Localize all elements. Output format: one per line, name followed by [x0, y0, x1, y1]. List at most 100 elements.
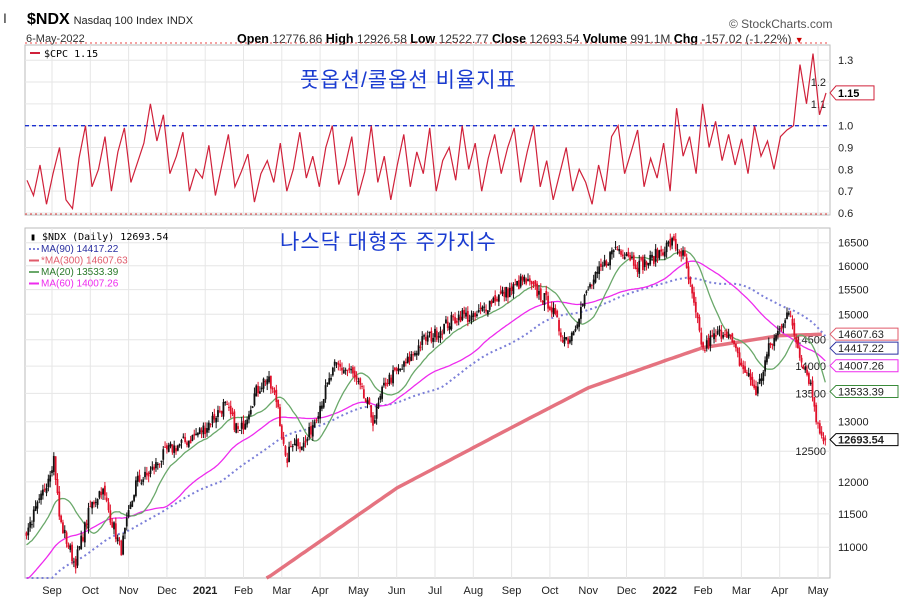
price-bar — [797, 339, 799, 349]
high-value: 12926.58 — [356, 32, 407, 46]
price-bar — [589, 284, 591, 288]
price-bar — [804, 368, 807, 371]
price-bar — [410, 354, 413, 361]
price-bar — [465, 312, 467, 317]
price-bar — [384, 382, 387, 386]
price-bar — [696, 313, 699, 319]
price-bar — [547, 295, 549, 309]
price-bar — [780, 326, 783, 330]
price-bar — [169, 443, 172, 447]
price-bar — [607, 264, 610, 266]
price-bar — [43, 489, 46, 491]
close-value-tag — [829, 433, 899, 447]
price-bar — [277, 399, 280, 408]
price-bar — [116, 537, 119, 542]
price-bar — [82, 537, 84, 542]
price-bar — [620, 250, 622, 255]
price-bar — [689, 277, 692, 284]
price-bar — [41, 489, 44, 496]
price-bar — [313, 421, 316, 427]
price-bar — [541, 300, 544, 303]
price-bar — [567, 338, 570, 344]
legend-ma90: MA(90) 14417.22 — [41, 244, 119, 255]
symbol: $NDX — [27, 11, 70, 28]
price-bar — [357, 380, 360, 382]
price-bar — [197, 433, 199, 436]
price-bar — [257, 385, 259, 394]
price-bar — [490, 301, 493, 305]
price-bar — [136, 475, 139, 482]
price-bar — [603, 259, 606, 266]
price-bar — [218, 410, 221, 412]
price-bar — [517, 280, 520, 289]
price-bar — [596, 271, 599, 274]
stockcharts-brand: © StockCharts.com — [729, 17, 833, 31]
price-bar — [248, 414, 250, 420]
price-bar — [96, 499, 99, 505]
price-bar — [452, 316, 455, 318]
price-bar — [69, 545, 72, 550]
price-bar — [297, 438, 300, 447]
price-bar — [155, 462, 157, 469]
price-bar — [605, 261, 608, 266]
price-bar — [508, 288, 511, 298]
price-bar — [736, 347, 739, 354]
price-bar — [202, 425, 205, 435]
price-bar — [651, 254, 653, 258]
price-bar — [142, 479, 145, 483]
price-bar — [109, 510, 112, 523]
price-bar — [663, 251, 666, 257]
price-bar — [45, 487, 48, 494]
price-bar — [674, 238, 677, 250]
price-bar — [71, 544, 73, 562]
price-bar — [621, 254, 624, 257]
price-bar — [395, 368, 398, 371]
price-bar — [134, 480, 137, 496]
price-bar — [49, 475, 52, 482]
price-bar — [764, 360, 767, 372]
price-bar — [217, 410, 219, 418]
price-bar — [789, 315, 792, 317]
price-bar — [806, 369, 808, 375]
price-bar — [709, 335, 712, 346]
cpc-value-label: 1.15 — [838, 88, 859, 100]
price-bar — [720, 330, 723, 339]
price-bar — [590, 285, 593, 287]
price-bar — [60, 515, 63, 523]
price-bar — [745, 372, 748, 374]
price-bar — [186, 442, 188, 446]
price-bar — [364, 398, 367, 403]
price-bar — [735, 343, 737, 349]
price-bar — [446, 321, 449, 328]
price-bar — [370, 405, 373, 418]
price-bar — [552, 307, 555, 315]
price-bar — [111, 522, 114, 528]
price-bar — [716, 331, 719, 335]
price-bar — [401, 368, 404, 370]
price-bar — [284, 446, 287, 456]
x-tick-label: Oct — [541, 585, 558, 597]
price-bar — [249, 409, 252, 415]
price-bar — [466, 310, 469, 322]
price-tick-label: 11000 — [838, 542, 868, 554]
price-bar — [738, 352, 741, 366]
price-bar — [233, 411, 236, 430]
price-tick-label: 14000 — [795, 361, 826, 373]
price-bar — [350, 369, 353, 371]
price-bar — [474, 313, 477, 317]
ma60-value-tag — [829, 359, 899, 373]
price-bar — [450, 315, 453, 330]
price-bar — [273, 390, 276, 393]
price-bar — [147, 472, 150, 477]
price-bar — [408, 356, 411, 363]
cpc-tick-label: 1.3 — [838, 55, 853, 67]
price-bar — [237, 426, 239, 429]
price-bar — [713, 333, 715, 340]
price-bar — [246, 419, 249, 425]
price-bar — [494, 295, 497, 302]
price-bar — [527, 279, 529, 281]
cpc-tick-label: 0.7 — [838, 186, 853, 198]
price-bar — [317, 416, 320, 419]
price-bar — [807, 373, 810, 384]
price-bar — [29, 521, 32, 528]
